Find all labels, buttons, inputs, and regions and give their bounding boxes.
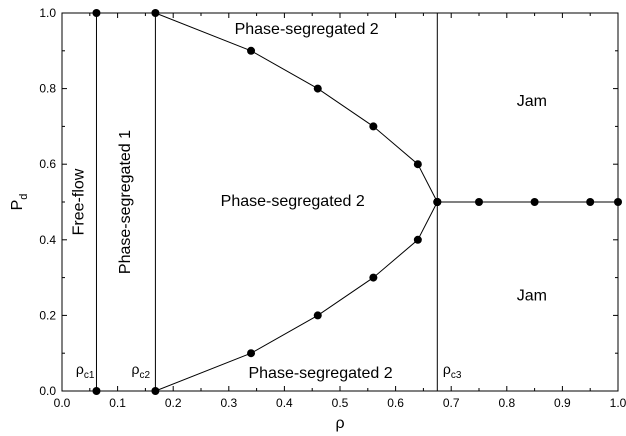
region-label: Phase-segregated 2 <box>248 365 392 382</box>
data-point <box>614 198 622 206</box>
x-axis-title: ρ <box>335 415 344 432</box>
data-point <box>247 349 256 358</box>
data-point <box>151 9 160 17</box>
x-tick-label: 0.5 <box>332 396 349 410</box>
data-point <box>92 387 101 395</box>
x-tick-label: 1.0 <box>610 396 626 410</box>
data-point <box>586 198 595 206</box>
critical-density-label: ρc3 <box>443 361 462 381</box>
x-tick-label: 0.8 <box>498 396 515 410</box>
data-point <box>369 122 378 131</box>
data-point <box>475 198 483 206</box>
critical-density-subscript: c2 <box>139 370 150 381</box>
region-label: Free-flow <box>70 168 87 235</box>
y-axis-title: Pd <box>9 194 30 211</box>
critical-density-label: ρc2 <box>132 361 151 381</box>
data-point <box>413 160 422 169</box>
data-point <box>313 84 322 93</box>
data-point <box>92 9 101 17</box>
x-tick-label: 0.1 <box>109 396 126 410</box>
data-point <box>433 198 442 206</box>
x-tick-label: 0.6 <box>387 396 404 410</box>
region-label: Phase-segregated 2 <box>235 21 379 38</box>
critical-density-subscript: c3 <box>451 370 462 381</box>
critical-density-symbol: ρ <box>76 361 84 377</box>
data-point <box>369 273 378 282</box>
critical-density-symbol: ρ <box>443 361 451 377</box>
region-label: Phase-segregated 2 <box>221 193 365 210</box>
x-tick-label: 0.7 <box>443 396 460 410</box>
data-point <box>530 198 539 206</box>
plot-layer: 0.0 0.1 0.2 0.3 0.4 0.5 0.6 0.7 0.8 0.9 1.0 0.0 0.2 0… <box>39 6 626 410</box>
critical-density-subscript: c1 <box>84 370 95 381</box>
critical-density-label: ρc1 <box>76 361 95 381</box>
y-axis-title-sub: d <box>18 194 30 200</box>
data-point <box>313 311 322 320</box>
y-tick-label: 0.8 <box>39 82 56 96</box>
y-tick-label: 0.0 <box>39 384 56 398</box>
critical-density-symbol: ρ <box>132 361 140 377</box>
x-tick-label: 0.2 <box>165 396 182 410</box>
x-tick-label: 0.4 <box>276 396 293 410</box>
data-point <box>413 235 422 244</box>
y-axis-title-main: P <box>9 200 26 211</box>
x-tick-label: 0.9 <box>554 396 571 410</box>
y-tick-label: 0.6 <box>39 157 56 171</box>
phase-boundary-curve <box>96 12 438 203</box>
x-tick-label: 0.3 <box>220 396 237 410</box>
y-tick-label: 1.0 <box>39 6 56 20</box>
data-point <box>247 46 256 55</box>
region-label: Phase-segregated 1 <box>117 130 134 274</box>
region-label: Jam <box>517 288 547 305</box>
y-tick-label: 0.4 <box>39 233 56 247</box>
region-label: Jam <box>517 93 547 110</box>
phase-boundary-curve <box>96 201 438 392</box>
y-tick-label: 0.2 <box>39 308 56 322</box>
data-point <box>151 387 160 395</box>
x-tick-label: 0.0 <box>54 396 71 410</box>
